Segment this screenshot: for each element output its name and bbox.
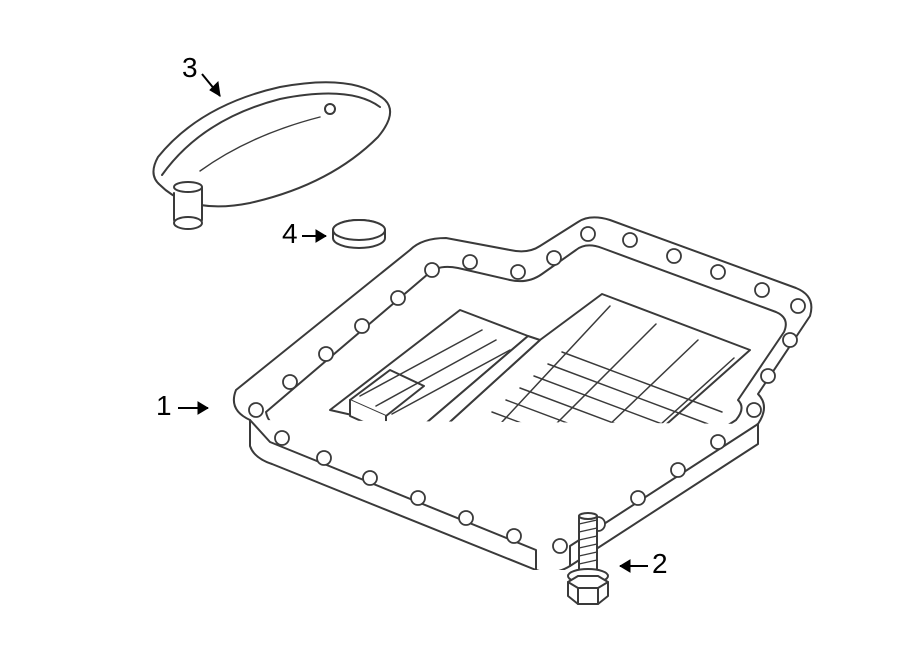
callout-arrow-4: [300, 226, 336, 246]
callout-arrow-1: [176, 398, 220, 418]
callout-arrow-3: [196, 70, 236, 110]
callout-label-4: 4: [282, 218, 298, 250]
callout-label-3: 3: [182, 52, 198, 84]
callout-label-1: 1: [156, 390, 172, 422]
callout-arrow-2: [612, 556, 652, 576]
callout-label-2: 2: [652, 548, 668, 580]
diagram-stage: 3 4 1 2: [0, 0, 900, 661]
drain-bolt: [562, 510, 614, 610]
oil-pan: [210, 210, 830, 570]
